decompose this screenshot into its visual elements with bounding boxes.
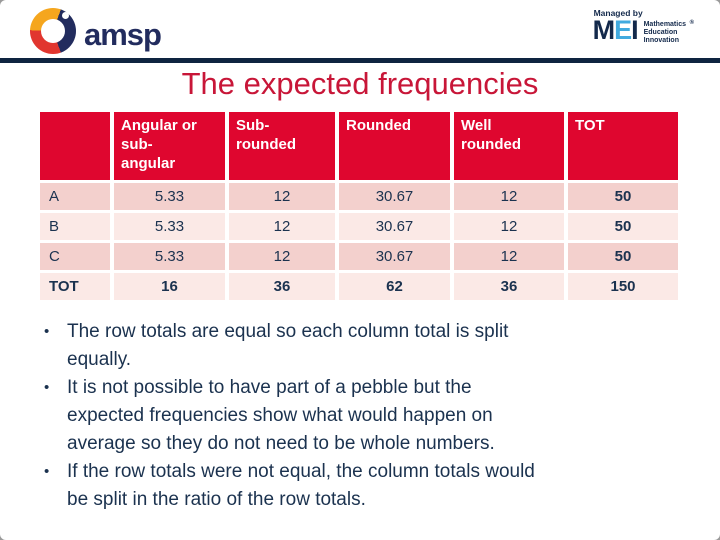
mei-tagline: Mathematics Education Innovation ® xyxy=(644,19,694,45)
header-cell-blank xyxy=(40,112,110,180)
header-cell-tot: TOT xyxy=(568,112,678,180)
table-cell: 12 xyxy=(229,213,335,240)
list-item: • The row totals are equal so each colum… xyxy=(38,318,686,374)
list-item: • It is not possible to have part of a p… xyxy=(38,374,686,458)
table-cell-row-total: 50 xyxy=(568,183,678,210)
row-label-total: TOT xyxy=(40,273,110,300)
table-cell: 5.33 xyxy=(114,183,225,210)
amsp-logo: amsp xyxy=(30,8,162,54)
mei-letter-m: M xyxy=(592,15,615,45)
amsp-wordmark: amsp xyxy=(84,16,162,52)
table-cell-column-total: 36 xyxy=(454,273,564,300)
bullet-icon: • xyxy=(44,463,50,480)
header-cell-rounded: Rounded xyxy=(339,112,450,180)
table-cell-row-total: 50 xyxy=(568,243,678,270)
header-cell-subrounded: Sub-rounded xyxy=(229,112,335,180)
bullet-icon: • xyxy=(44,323,50,340)
managed-by-label: Managed by xyxy=(593,8,643,18)
bullet-text: If the row totals were not equal, the co… xyxy=(67,461,535,510)
table-cell-column-total: 62 xyxy=(339,273,450,300)
table-cell-column-total: 36 xyxy=(229,273,335,300)
table-cell: 12 xyxy=(454,213,564,240)
table-cell: 5.33 xyxy=(114,213,225,240)
table-cell: 30.67 xyxy=(339,243,450,270)
table-cell: 30.67 xyxy=(339,213,450,240)
mei-tagline-line2: Education xyxy=(643,29,678,36)
mei-letters: MEI xyxy=(593,17,639,44)
table-cell: 12 xyxy=(454,243,564,270)
row-label: B xyxy=(40,213,110,240)
bullet-text: The row totals are equal so each column … xyxy=(67,321,509,370)
mei-letter-e: E xyxy=(614,15,632,45)
table-cell-grand-total: 150 xyxy=(568,273,678,300)
table-cell: 12 xyxy=(229,183,335,210)
page-title: The expected frequencies xyxy=(181,66,539,101)
expected-frequencies-table: Angular or sub-angular Sub-rounded Round… xyxy=(40,112,678,300)
table-cell-column-total: 16 xyxy=(114,273,225,300)
table-cell-row-total: 50 xyxy=(568,213,678,240)
row-label: C xyxy=(40,243,110,270)
brand-bar: amsp Managed by MEI Mathematics Educatio… xyxy=(30,8,694,54)
bullet-icon: • xyxy=(44,379,50,396)
mei-letter-i: I xyxy=(631,15,638,45)
table-cell: 30.67 xyxy=(339,183,450,210)
row-label: A xyxy=(40,183,110,210)
header-cell-wellrounded: Well rounded xyxy=(454,112,564,180)
bullet-text: It is not possible to have part of a peb… xyxy=(67,377,495,454)
table-cell: 12 xyxy=(454,183,564,210)
bullet-list: • The row totals are equal so each colum… xyxy=(38,318,686,514)
mei-logo-row: MEI Mathematics Education Innovation ® xyxy=(593,17,694,45)
mei-tagline-line1: Mathematics xyxy=(643,21,686,28)
header-divider xyxy=(0,58,720,63)
mei-tagline-line3: Innovation xyxy=(643,37,679,44)
registered-mark-icon: ® xyxy=(689,20,694,26)
mei-logo: Managed by MEI Mathematics Education Inn… xyxy=(593,8,694,45)
header-cell-angular: Angular or sub-angular xyxy=(114,112,225,180)
list-item: • If the row totals were not equal, the … xyxy=(38,458,686,514)
table-cell: 12 xyxy=(229,243,335,270)
amsp-swirl-icon xyxy=(30,8,76,54)
table-cell: 5.33 xyxy=(114,243,225,270)
